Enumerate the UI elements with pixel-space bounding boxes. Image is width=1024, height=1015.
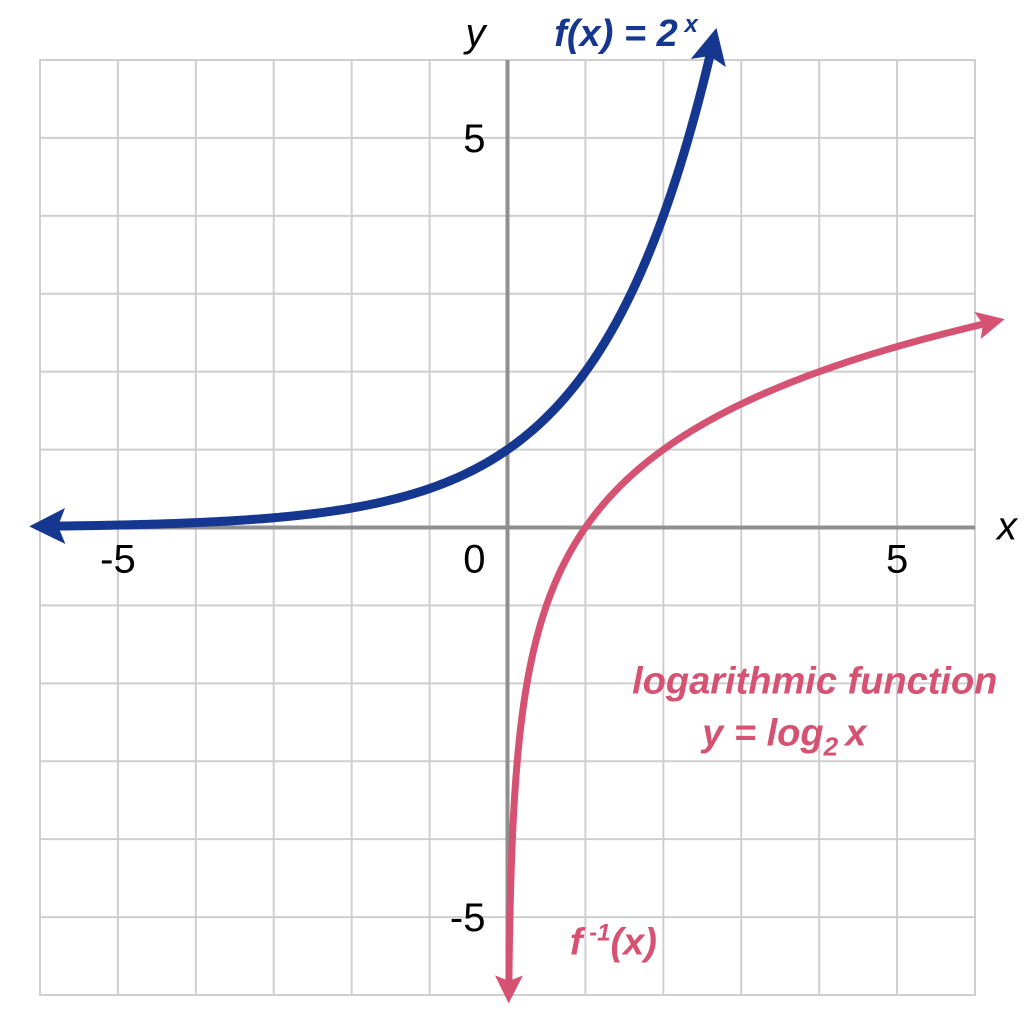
tick-x-neg5: -5	[100, 538, 136, 582]
x-axis-label: x	[995, 505, 1019, 549]
label-f-inverse: f -1(x)	[570, 919, 657, 963]
origin-label: 0	[463, 538, 485, 582]
curve-exponential	[40, 38, 714, 526]
tick-x-pos5: 5	[886, 538, 908, 582]
tick-y-neg5: -5	[450, 896, 486, 940]
tick-y-pos5: 5	[463, 117, 485, 161]
chart-container: -5 5 5 -5 0 x y f(x) = 2 x logarithmic function y…	[0, 0, 1024, 1015]
label-exponential: f(x) = 2 x	[554, 11, 699, 55]
chart-svg: -5 5 5 -5 0 x y f(x) = 2 x logarithmic function y…	[0, 0, 1024, 1015]
label-log-line1: logarithmic function	[632, 660, 997, 702]
curve-logarithmic	[509, 321, 997, 995]
label-log-line2: y = log2 x	[700, 712, 868, 761]
y-axis-label: y	[463, 11, 489, 55]
